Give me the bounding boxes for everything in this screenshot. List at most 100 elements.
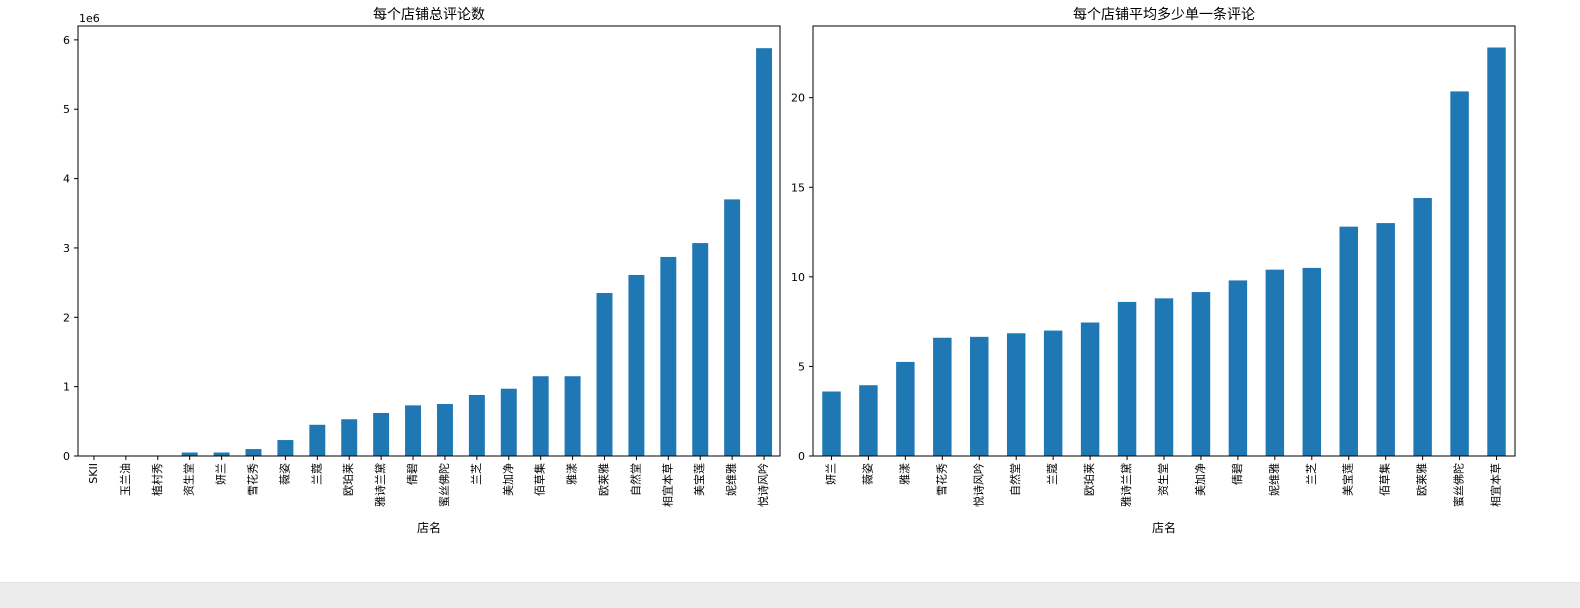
bar (970, 336, 989, 456)
x-tick-label: 相宜本草 (1489, 463, 1503, 507)
bar (1006, 333, 1026, 456)
y-tick-label: 5 (798, 360, 805, 373)
y-tick-label: 20 (791, 92, 805, 105)
x-tick-label: 欧莱雅 (1415, 463, 1429, 496)
bar (277, 440, 294, 456)
x-tick-label: 兰芝 (470, 463, 483, 485)
x-tick-label: 植村秀 (150, 463, 164, 496)
x-axis-label: 店名 (417, 520, 441, 535)
x-tick-group: 妍兰 薇姿 雅漾 雪花秀 悦诗风吟 自然堂 兰蔻 欧珀莱 雅诗兰黛 资生堂 美加净 倩碧 妮维雅 兰芝 美宝… (823, 456, 1503, 507)
y-tick-label: 0 (63, 450, 70, 463)
bar (1302, 267, 1322, 457)
bar (245, 449, 262, 456)
bar (1080, 322, 1100, 456)
bar (859, 385, 878, 456)
bar (1265, 269, 1285, 456)
x-tick-label: 玉兰油 (118, 463, 132, 496)
bar (1376, 223, 1395, 456)
chart-title: 每个店铺平均多少单一条评论 (1073, 6, 1255, 23)
plot-frame (812, 25, 1516, 457)
bar (532, 376, 549, 456)
x-tick-label: 美宝莲 (1341, 463, 1355, 496)
bar (405, 405, 422, 456)
y-tick-label: 6 (63, 34, 70, 47)
y-tick-group: 0 5 10 15 20 (791, 92, 813, 463)
bar-group (181, 48, 773, 456)
x-tick-label: 雅漾 (565, 463, 579, 485)
x-tick-label: 妍兰 (214, 463, 228, 485)
x-tick-label: 倩碧 (406, 463, 419, 485)
bar (564, 376, 581, 456)
x-tick-label: 资生堂 (182, 463, 196, 496)
x-tick-label: 雅诗兰黛 (1119, 463, 1133, 507)
x-tick-label: 蜜丝佛陀 (1452, 463, 1466, 507)
figure: 每个店铺总评论数 1e6 店名 0123456 SKII 玉兰油 植村秀 资生堂 妍兰雪… (63, 6, 1516, 535)
x-tick-label: 资生堂 (1156, 463, 1170, 496)
x-tick-group: SKII 玉兰油 植村秀 资生堂 妍兰 雪花秀 薇姿 兰蔻 欧珀莱 雅诗兰黛 倩碧 蜜丝佛陀 兰芝 美加净… (87, 456, 770, 507)
bar (822, 391, 841, 456)
bar (1487, 47, 1506, 456)
x-tick-label: 相宜本草 (660, 463, 674, 507)
x-tick-label: 妍兰 (823, 463, 837, 485)
y-tick-label: 4 (63, 173, 70, 186)
bar (1228, 280, 1248, 456)
bar (933, 337, 952, 456)
bar (309, 424, 326, 456)
y-tick-label: 10 (791, 271, 805, 284)
bottom-bar (0, 582, 1580, 608)
y-tick-label: 2 (63, 311, 70, 324)
x-tick-label: 佰草集 (1378, 463, 1392, 496)
x-tick-label: 美加净 (1193, 463, 1207, 496)
bar (724, 199, 741, 456)
x-tick-label: 自然堂 (1008, 463, 1022, 496)
bar (1450, 91, 1469, 457)
x-tick-label: 妮维雅 (724, 463, 738, 496)
chart-total-reviews: 每个店铺总评论数 1e6 店名 0 1 2 3 4 5 6 SKII 玉兰油 植村秀 资生堂 妍兰雪… (63, 7, 781, 535)
x-tick-label: 兰蔻 (1046, 463, 1059, 485)
y-tick-label: 5 (63, 103, 70, 116)
x-tick-label: 欧珀莱 (341, 463, 355, 496)
x-tick-label: 雅漾 (897, 463, 911, 485)
x-tick-label: 兰蔻 (310, 463, 323, 485)
bar (1117, 301, 1137, 456)
bar (468, 394, 485, 456)
x-tick-label: 自然堂 (628, 463, 642, 496)
bar (1339, 226, 1358, 456)
y-tick-label: 0 (798, 450, 805, 463)
bar (500, 388, 517, 456)
plot-frame (77, 25, 781, 457)
x-tick-label: 欧珀莱 (1082, 463, 1096, 496)
bar (628, 274, 645, 456)
x-tick-label: 悦诗风吟 (756, 463, 770, 507)
y-tick-label: 1 (63, 381, 70, 394)
x-axis-label: 店名 (1152, 520, 1176, 535)
axis-offset-label: 1e6 (79, 12, 100, 25)
x-tick-label: 美宝莲 (692, 463, 706, 496)
bar (181, 452, 198, 456)
bar (373, 413, 390, 456)
bar (436, 403, 453, 456)
chart-title: 每个店铺总评论数 (373, 7, 485, 23)
bar (1191, 292, 1211, 456)
x-tick-label: 薇姿 (861, 463, 874, 485)
x-tick-label: 雪花秀 (935, 463, 948, 496)
bar (692, 243, 709, 456)
x-tick-label: 薇姿 (278, 463, 291, 485)
bar (213, 452, 230, 456)
bar (756, 48, 773, 456)
bar (1154, 298, 1174, 456)
x-tick-label: 兰芝 (1305, 463, 1318, 485)
bar (1043, 330, 1063, 456)
x-tick-label: 美加净 (501, 463, 515, 496)
y-tick-group: 0 1 2 3 4 5 6 (63, 34, 78, 463)
chart-avg-orders-per-review: 每个店铺平均多少单一条评论 店名 0 5 10 15 20 妍兰 薇姿 雅漾 雪花秀 悦诗风吟 自… (791, 6, 1516, 535)
bar (341, 419, 358, 456)
x-tick-label: 佰草集 (533, 463, 547, 496)
x-tick-label: 雪花秀 (247, 463, 260, 496)
x-tick-label: 倩碧 (1231, 463, 1244, 485)
bar (1413, 198, 1432, 456)
bar (660, 256, 677, 456)
bar-group (822, 47, 1506, 457)
x-tick-label: 妮维雅 (1267, 463, 1281, 496)
